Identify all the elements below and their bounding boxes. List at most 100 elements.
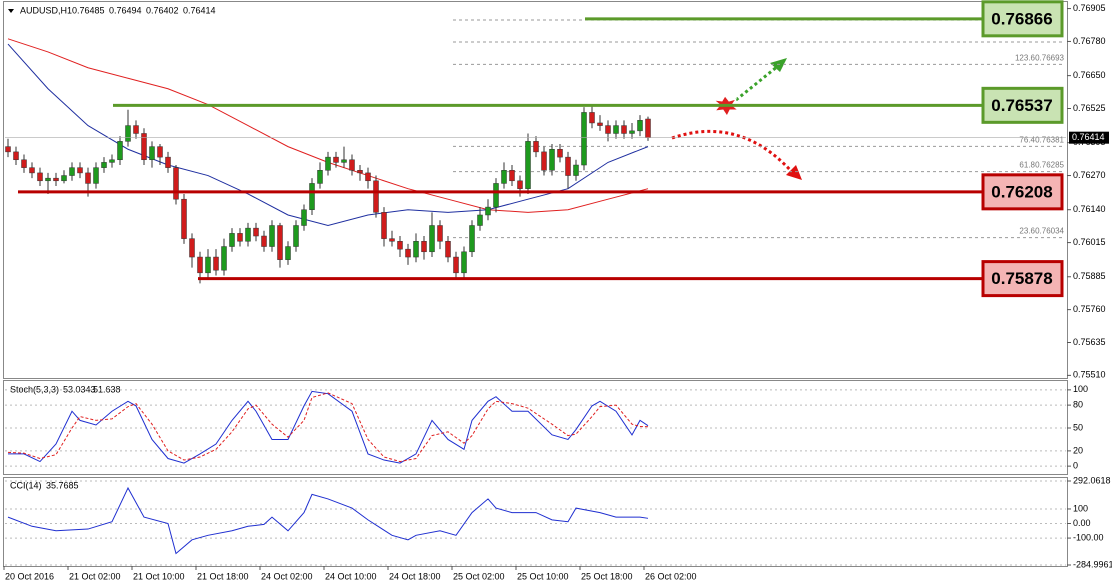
candle-body: [341, 159, 347, 163]
high-value: 0.76494: [109, 5, 142, 15]
candle-body: [517, 180, 523, 189]
candle-body: [53, 177, 59, 182]
indicator-line: [7, 43, 649, 227]
level-label: 0.76866: [991, 9, 1052, 28]
candle-body: [397, 241, 403, 250]
y-tick-label: -284.9961: [1073, 559, 1112, 569]
candle-body: [229, 233, 235, 247]
indicator-line: [7, 392, 649, 463]
candle-body: [573, 164, 579, 176]
candle-body: [205, 256, 211, 274]
candle-body: [13, 151, 19, 161]
stoch-title: Stoch(5,3,3): [10, 384, 59, 394]
y-tick-label: -100.00: [1073, 532, 1104, 542]
close-value: 0.76414: [183, 5, 216, 15]
candle-body: [445, 241, 451, 258]
open-value: 0.76485: [72, 5, 105, 15]
candle-body: [133, 125, 139, 134]
candle-body: [301, 209, 307, 226]
candle-body: [21, 159, 27, 168]
candle-body: [197, 256, 203, 274]
y-tick-label: 0.76525: [1073, 103, 1106, 113]
y-tick-label: 0.75635: [1073, 337, 1106, 347]
fib-ratio: 61.8: [1019, 161, 1035, 170]
candle-body: [141, 133, 147, 161]
fib-ratio: 76.4: [1019, 135, 1035, 144]
candle-body: [637, 120, 643, 132]
candle-body: [5, 146, 11, 153]
candle-body: [365, 172, 371, 182]
current-price: 0.76414: [1072, 132, 1105, 142]
candle-body: [261, 235, 267, 247]
candle-body: [581, 112, 587, 166]
candle-body: [429, 225, 435, 253]
y-tick-label: 0.76905: [1073, 3, 1106, 13]
x-tick-label: 25 Oct 10:00: [517, 571, 569, 581]
candle-body: [37, 172, 43, 182]
cci-panel: [3, 477, 1068, 567]
x-tick-label: 25 Oct 18:00: [581, 571, 633, 581]
candle-body: [549, 148, 555, 171]
fib-ratio: 23.6: [1019, 227, 1035, 236]
candle-body: [237, 233, 243, 242]
x-tick-label: 24 Oct 02:00: [261, 571, 313, 581]
candle-body: [381, 212, 387, 239]
candle-body: [405, 248, 411, 258]
fib-price: 0.76693: [1035, 53, 1064, 62]
fib-ratio: 123.6: [1015, 53, 1036, 62]
candle-body: [277, 225, 283, 260]
candle-body: [461, 251, 467, 274]
candle-body: [325, 156, 331, 171]
candle-body: [77, 167, 83, 174]
y-tick-label: 0.75760: [1073, 304, 1106, 314]
candle-body: [269, 225, 275, 247]
candle-body: [621, 125, 627, 134]
candle-body: [221, 246, 227, 271]
candle-body: [589, 112, 595, 124]
level-box: [981, 173, 1064, 211]
candle-body: [317, 170, 323, 184]
y-tick-label: 0.76270: [1073, 170, 1106, 180]
down-arrow: [671, 130, 794, 174]
symbol-title: AUDUSD,H1: [20, 5, 72, 15]
level-box: [981, 0, 1064, 38]
candle-body: [157, 146, 163, 158]
x-tick-label: 25 Oct 02:00: [453, 571, 505, 581]
candle-body: [613, 125, 619, 134]
x-tick-label: 20 Oct 2016: [5, 571, 54, 581]
y-tick-label: 0.76650: [1073, 70, 1106, 80]
fib-price: 0.76381: [1035, 135, 1064, 144]
current-price-box: [1069, 131, 1109, 144]
y-tick-label: 50: [1073, 422, 1083, 432]
x-tick-label: 26 Oct 02:00: [645, 571, 697, 581]
candle-body: [477, 214, 483, 226]
candle-body: [421, 241, 427, 253]
candle-body: [645, 118, 651, 138]
x-tick-label: 21 Oct 18:00: [197, 571, 249, 581]
candle-body: [349, 159, 355, 171]
candle-body: [597, 122, 603, 126]
candle-body: [533, 141, 539, 153]
candle-body: [45, 177, 51, 182]
y-tick-label: 100: [1073, 503, 1088, 513]
candle-body: [165, 156, 171, 168]
candle-body: [213, 256, 219, 271]
candle-body: [413, 241, 419, 258]
menu-triangle[interactable]: [8, 9, 14, 13]
y-tick-label: 0.75510: [1073, 370, 1106, 380]
candle-body: [565, 156, 571, 176]
candle-body: [373, 180, 379, 213]
candle-body: [125, 125, 131, 142]
candle-body: [541, 151, 547, 171]
candle-body: [101, 162, 107, 168]
cci-value: 35.7685: [46, 480, 79, 490]
x-tick-label: 24 Oct 18:00: [389, 571, 441, 581]
low-value: 0.76402: [146, 5, 179, 15]
candle-body: [69, 167, 75, 176]
level-box: [981, 260, 1064, 298]
candle-body: [501, 170, 507, 184]
candle-body: [437, 225, 443, 242]
x-tick-label: 21 Oct 10:00: [133, 571, 185, 581]
y-tick-label: 20: [1073, 445, 1083, 455]
level-label: 0.75878: [991, 269, 1052, 288]
